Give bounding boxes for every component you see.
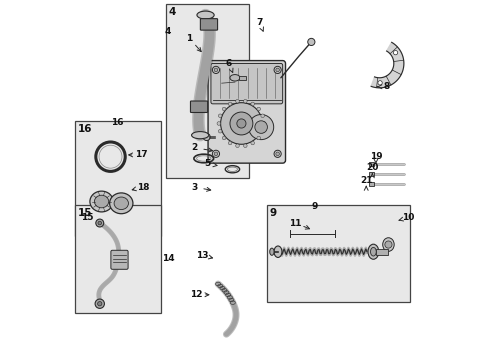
FancyBboxPatch shape (191, 101, 208, 112)
Text: 16: 16 (77, 125, 92, 134)
Ellipse shape (192, 132, 209, 139)
Text: 14: 14 (162, 255, 174, 264)
Text: 13: 13 (196, 251, 208, 260)
FancyBboxPatch shape (200, 19, 218, 30)
Circle shape (98, 221, 101, 225)
Text: 17: 17 (135, 150, 147, 159)
Text: 15: 15 (81, 213, 94, 222)
Text: 21: 21 (360, 176, 372, 185)
Circle shape (251, 141, 254, 145)
Text: 8: 8 (384, 82, 390, 91)
Text: 7: 7 (256, 18, 263, 27)
Text: 2: 2 (192, 143, 198, 152)
Circle shape (212, 150, 220, 157)
Circle shape (228, 102, 232, 106)
Circle shape (385, 241, 392, 248)
Circle shape (220, 103, 262, 144)
Text: 20: 20 (366, 163, 378, 172)
Circle shape (230, 112, 253, 135)
Bar (239, 76, 246, 80)
Circle shape (248, 114, 274, 140)
Ellipse shape (197, 11, 214, 19)
FancyBboxPatch shape (111, 250, 128, 269)
Text: 3: 3 (192, 183, 198, 192)
Text: 16: 16 (111, 118, 124, 127)
Bar (166, 4, 248, 178)
Circle shape (95, 299, 104, 309)
Text: 10: 10 (402, 213, 415, 222)
Circle shape (276, 152, 279, 156)
Circle shape (96, 219, 104, 227)
Bar (376, 249, 389, 255)
Circle shape (212, 66, 220, 73)
Circle shape (244, 144, 247, 148)
Circle shape (276, 68, 279, 72)
Circle shape (251, 102, 254, 106)
Text: 19: 19 (369, 152, 382, 161)
Circle shape (222, 107, 226, 111)
Circle shape (257, 136, 261, 140)
Text: 11: 11 (289, 219, 301, 228)
Circle shape (244, 99, 247, 103)
Circle shape (219, 129, 222, 133)
Text: 1: 1 (186, 34, 193, 43)
Ellipse shape (230, 75, 240, 81)
Ellipse shape (370, 247, 376, 256)
Circle shape (261, 129, 265, 133)
Circle shape (255, 121, 268, 133)
Text: 9: 9 (270, 208, 276, 218)
Circle shape (257, 107, 261, 111)
Circle shape (217, 122, 220, 125)
Ellipse shape (274, 246, 282, 257)
Ellipse shape (383, 238, 394, 251)
Bar (74, 205, 161, 313)
Text: 15: 15 (77, 208, 92, 218)
Ellipse shape (110, 193, 133, 214)
Circle shape (261, 114, 265, 118)
Circle shape (274, 66, 281, 73)
Circle shape (236, 144, 239, 148)
Text: 18: 18 (137, 183, 149, 192)
Ellipse shape (270, 248, 274, 255)
Text: 6: 6 (226, 59, 232, 68)
Bar (368, 182, 374, 186)
Circle shape (214, 152, 218, 156)
Circle shape (393, 50, 398, 55)
Ellipse shape (368, 244, 379, 259)
Circle shape (262, 122, 266, 125)
Text: 9: 9 (312, 202, 318, 211)
Circle shape (274, 150, 281, 157)
Ellipse shape (95, 195, 109, 208)
Bar (74, 121, 161, 235)
Circle shape (236, 99, 239, 103)
Text: 5: 5 (204, 159, 211, 168)
Ellipse shape (114, 197, 128, 210)
Polygon shape (371, 42, 404, 88)
Circle shape (214, 68, 218, 72)
Circle shape (98, 302, 102, 306)
Circle shape (222, 136, 226, 140)
Circle shape (237, 119, 246, 128)
Bar (368, 162, 374, 166)
Circle shape (228, 141, 232, 145)
Bar (267, 205, 410, 302)
FancyBboxPatch shape (208, 60, 286, 163)
Circle shape (219, 114, 222, 118)
Circle shape (308, 39, 315, 45)
Bar (368, 172, 374, 176)
Text: 4: 4 (169, 7, 176, 17)
Ellipse shape (90, 191, 113, 212)
Circle shape (378, 81, 382, 85)
Circle shape (203, 134, 210, 140)
FancyBboxPatch shape (211, 63, 283, 104)
Text: 4: 4 (165, 27, 171, 36)
Text: 12: 12 (190, 290, 203, 299)
